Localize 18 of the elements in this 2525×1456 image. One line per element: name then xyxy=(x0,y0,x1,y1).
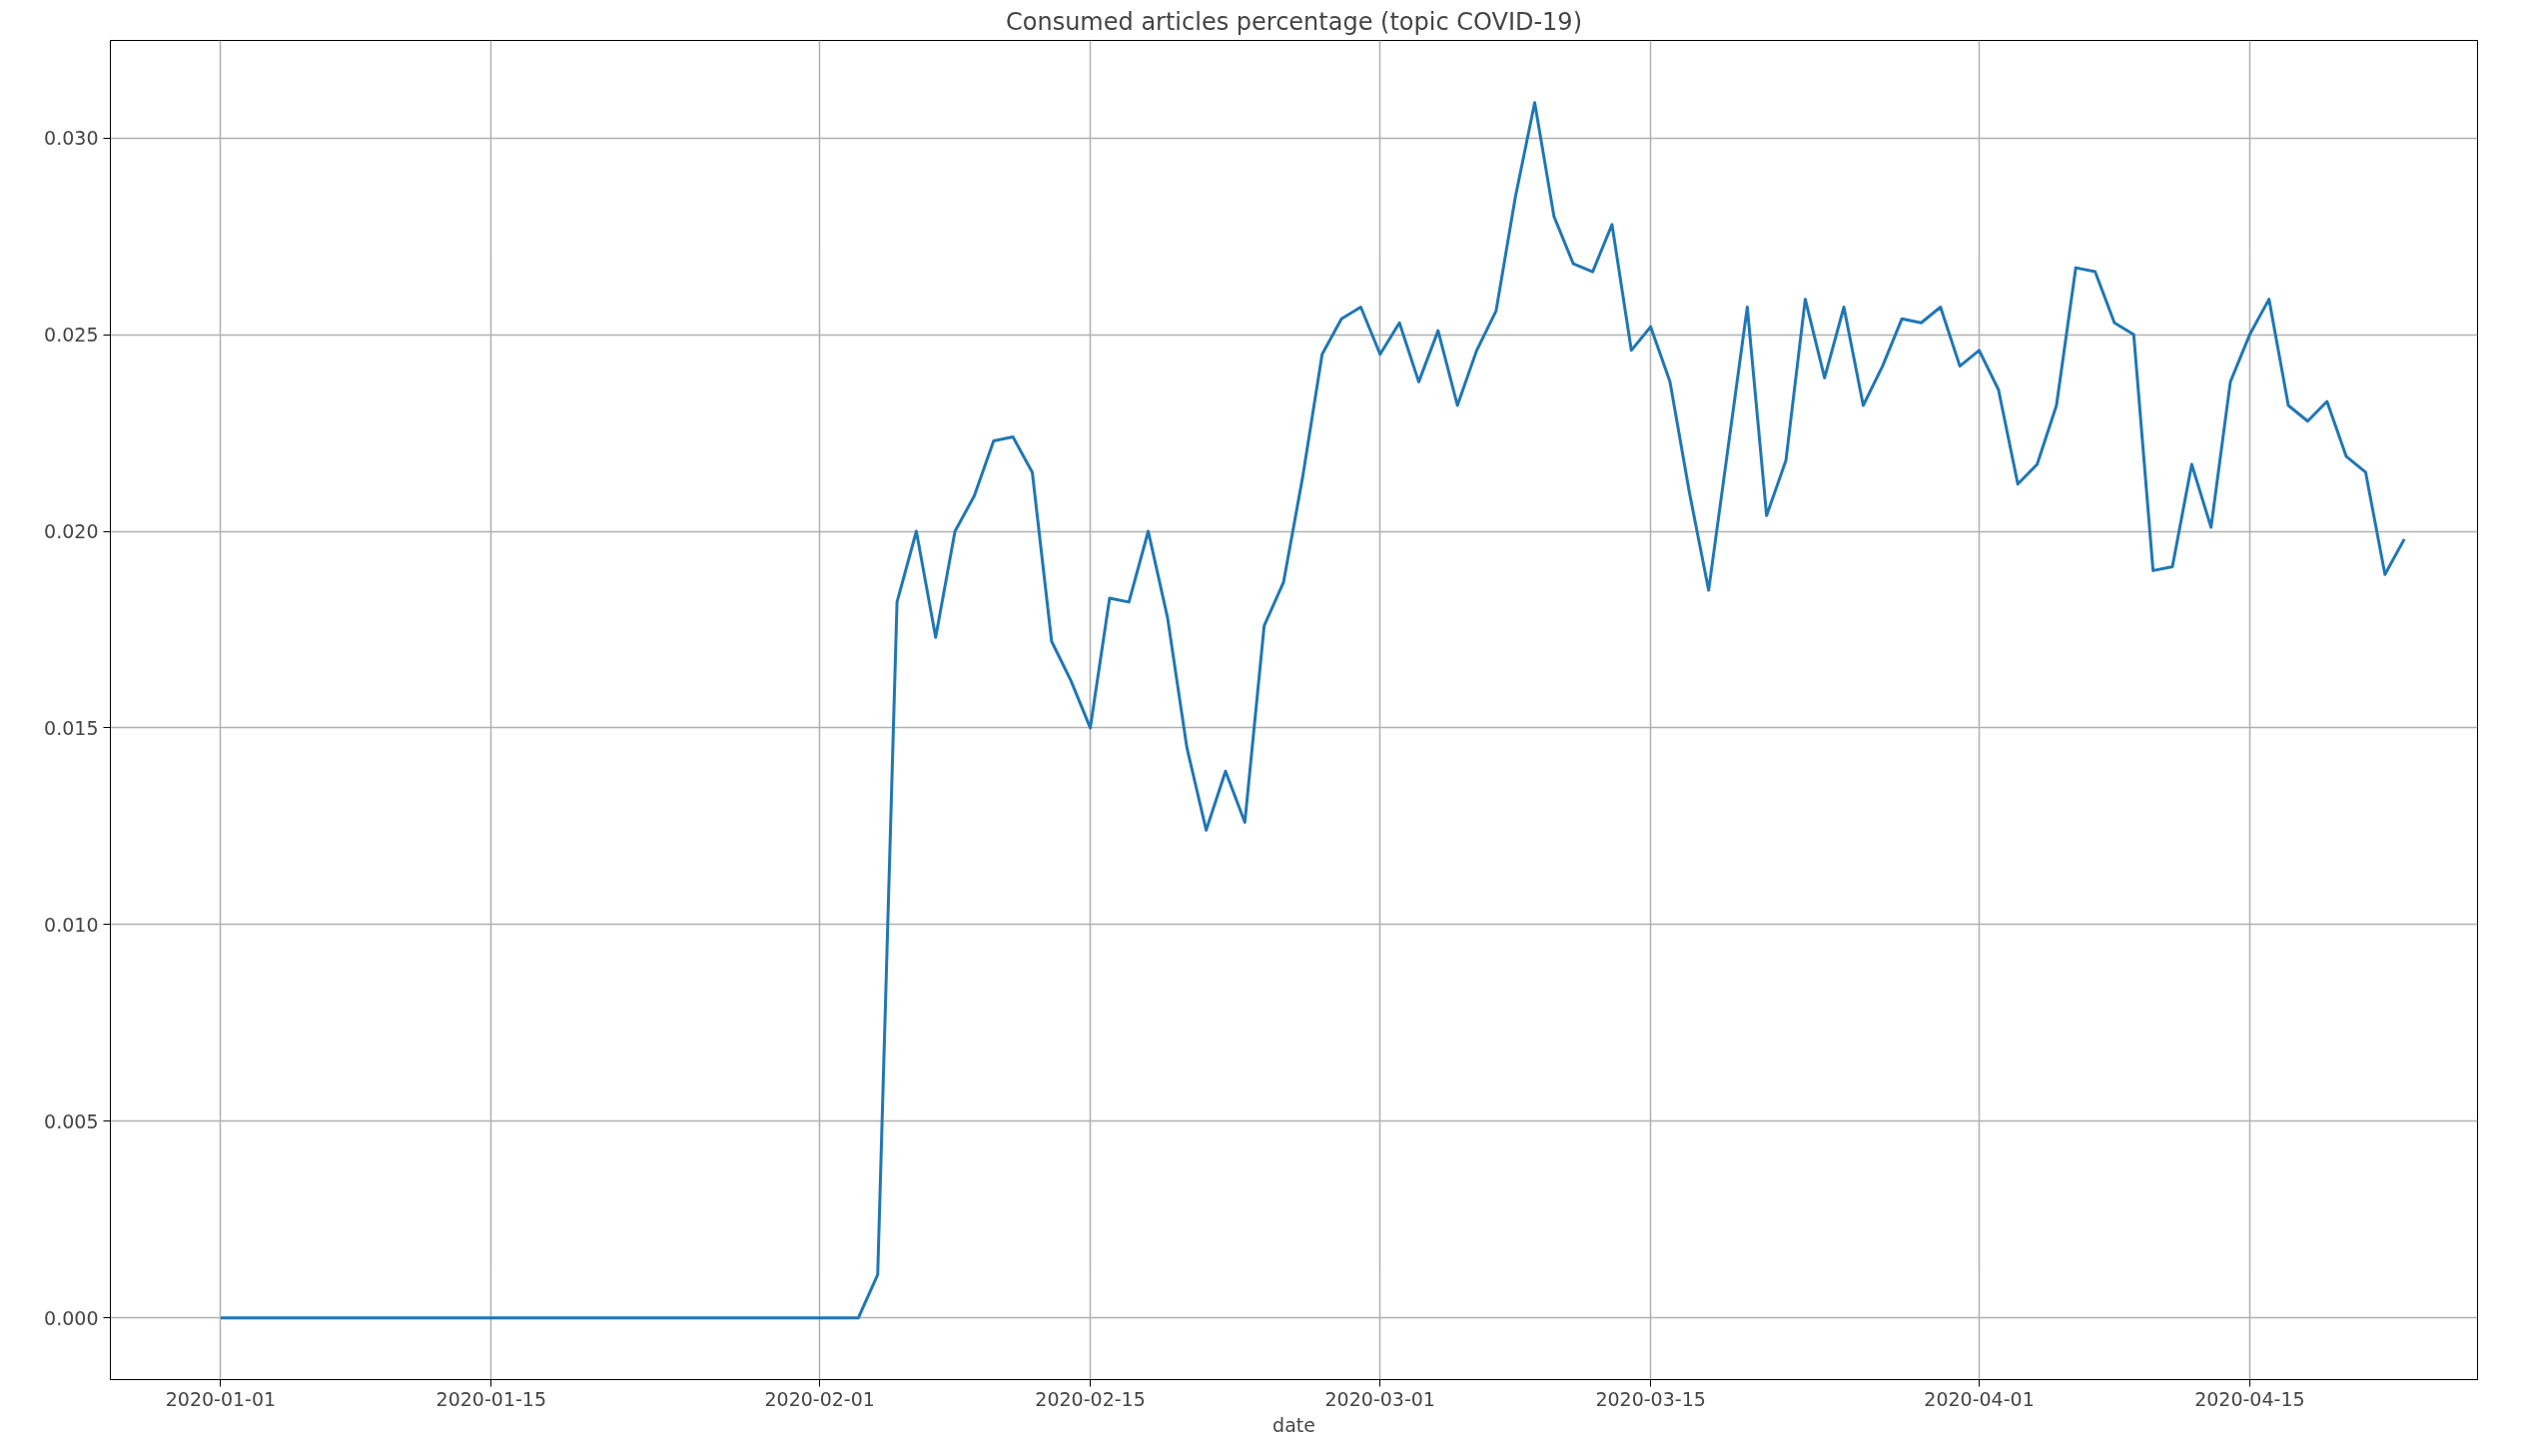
x-tick-label: 2020-03-01 xyxy=(1324,1387,1435,1410)
y-tick-label: 0.005 xyxy=(44,1109,99,1132)
y-tick-label: 0.000 xyxy=(44,1306,99,1329)
x-tick-label: 2020-03-15 xyxy=(1595,1387,1706,1410)
x-tick-label: 2020-04-01 xyxy=(1924,1387,2035,1410)
x-tick-label: 2020-04-15 xyxy=(2194,1387,2305,1410)
y-tick-label: 0.010 xyxy=(44,913,99,936)
y-tick-label: 0.015 xyxy=(44,716,99,739)
y-tick-label: 0.025 xyxy=(44,324,99,347)
y-tick-label: 0.020 xyxy=(44,520,99,542)
line-series xyxy=(219,101,2406,1320)
x-tick-label: 2020-02-15 xyxy=(1035,1387,1146,1410)
x-tick-label: 2020-02-01 xyxy=(764,1387,875,1410)
chart-title: Consumed articles percentage (topic COVID-19) xyxy=(1006,7,1582,36)
y-tick-label: 0.030 xyxy=(44,127,99,150)
x-tick-label: 2020-01-15 xyxy=(435,1387,547,1410)
x-tick-label: 2020-01-01 xyxy=(165,1387,277,1410)
x-axis-title: date xyxy=(1272,1413,1315,1436)
